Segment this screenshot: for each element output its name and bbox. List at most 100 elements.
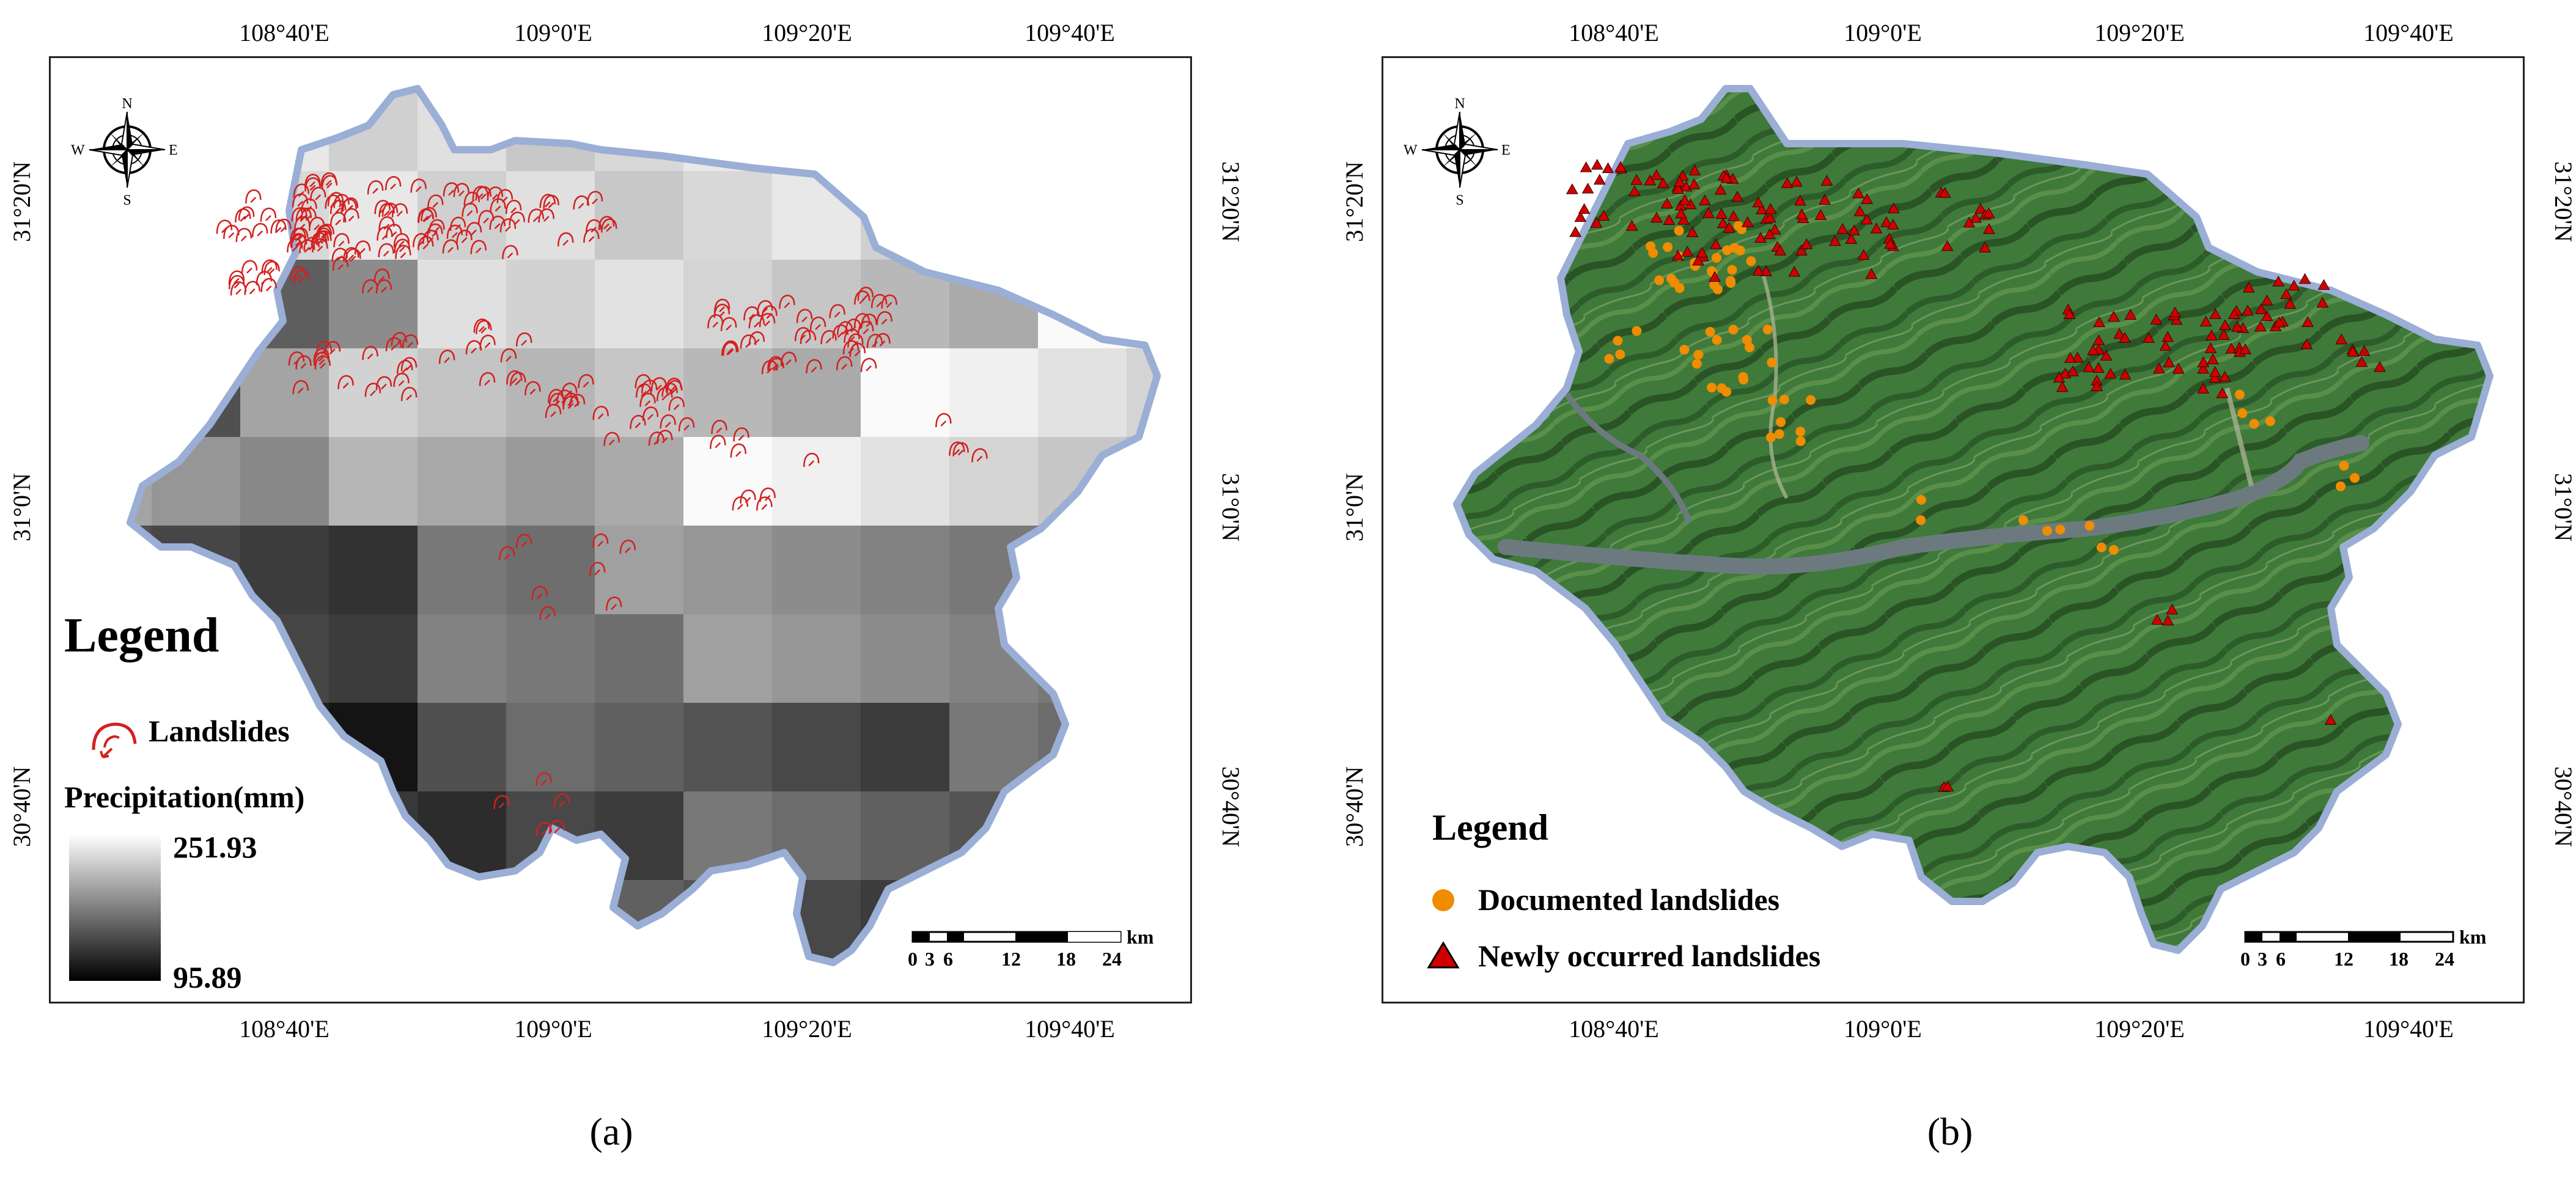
landslide-symbol (849, 342, 866, 358)
new-landslide (2254, 320, 2267, 332)
precipitation-cell (418, 526, 507, 615)
north-arrow-compass-icon: N S E W (1404, 96, 1511, 208)
new-landslide (2153, 362, 2165, 374)
documented-landslide (1709, 280, 1720, 290)
precipitation-cell (152, 526, 241, 615)
precipitation-cell (329, 969, 418, 1002)
precipitation-cell (595, 969, 684, 1002)
documented-landslide (1744, 342, 1754, 353)
scale-label: 0 (2240, 948, 2250, 970)
documented-landslide (1735, 245, 1745, 255)
lon-tick-label: 109°0'E (1844, 19, 1922, 46)
scale-label: 24 (1102, 948, 1122, 970)
landslide-symbol (592, 533, 609, 548)
documented-landslide (1679, 345, 1690, 355)
new-landslide (1688, 178, 1701, 189)
new-landslide (2218, 329, 2230, 340)
panel-b-landslide-inventory-map: 108°40'E 109°0'E 109°20'E 109°40'E 108°4… (1333, 0, 2576, 1185)
landslide-symbol (245, 189, 262, 204)
landslide-legend-icon (92, 722, 137, 758)
precipitation-cell (130, 171, 152, 260)
landslide-symbol (836, 356, 853, 370)
landslide-symbol (261, 259, 278, 274)
new-landslide (1593, 174, 1606, 185)
scale-label: 6 (2276, 948, 2286, 970)
scale-label: 3 (925, 948, 935, 970)
precipitation-cell (949, 614, 1039, 703)
compass-s: S (1455, 193, 1463, 208)
new-landslide (2113, 328, 2125, 339)
precipitation-cell (240, 614, 329, 703)
landslide-symbol (229, 274, 245, 290)
precipitation-cell (683, 703, 773, 792)
new-landslide (1781, 177, 1794, 188)
new-landslide (1720, 172, 1733, 183)
landslide-symbol (603, 431, 620, 446)
new-landslide (1861, 193, 1873, 204)
documented-landslide (1738, 372, 1748, 382)
landslide-symbol (251, 222, 268, 237)
precipitation-cell (772, 89, 861, 172)
precipitation-cell (861, 614, 950, 703)
documented-landslide (1767, 395, 1778, 406)
new-landslide (1752, 265, 1765, 276)
landslide-symbol (971, 448, 988, 463)
landslide-symbol (270, 219, 287, 234)
new-landslide (1581, 182, 1594, 194)
landslide-symbol (385, 175, 402, 191)
landslide-symbol (870, 293, 888, 309)
new-landslide (2239, 343, 2251, 354)
new-landslide (1764, 211, 1776, 223)
precipitation-cell (506, 880, 595, 963)
precipitation-cell (595, 437, 684, 526)
compass-w: W (1404, 142, 1418, 158)
landslide-symbol (500, 348, 517, 362)
scale-label: 12 (1001, 948, 1021, 970)
landslide-symbol (531, 585, 548, 600)
new-landslide (1672, 183, 1684, 194)
new-landslide (1663, 214, 1676, 226)
precipitation-legend-label: Precipitation(mm) (64, 780, 305, 814)
landslide-symbol (479, 334, 496, 349)
precipitation-max-label: 251.93 (173, 830, 257, 864)
documented-landslide (1776, 417, 1786, 427)
precipitation-cell (329, 614, 418, 703)
landslide-symbol (720, 317, 737, 331)
landslide-symbol (648, 431, 665, 446)
new-landslide (2261, 310, 2273, 321)
landslide-symbol (733, 427, 749, 442)
landslide-symbol (230, 281, 247, 296)
landslide-symbol (238, 206, 255, 221)
landslide-symbol (476, 320, 492, 334)
new-landslide (1650, 169, 1663, 180)
landslide-symbol (589, 562, 606, 576)
lat-tick-label: 31°0'N (8, 472, 35, 542)
landslide-symbol (343, 208, 359, 222)
precipitation-cell (1127, 969, 1190, 1002)
new-landslide (2207, 353, 2219, 364)
landslide-symbol (881, 294, 897, 309)
landslide-symbol (493, 794, 510, 810)
landslide-symbol (393, 372, 410, 387)
new-landslide (1580, 161, 1592, 172)
landslide-symbol (418, 208, 434, 222)
precipitation-cell (772, 969, 861, 1002)
new-landslide (1574, 211, 1587, 222)
landslide-symbol (844, 328, 860, 343)
documented-landslide (1779, 394, 1789, 405)
new-landslide (2316, 296, 2329, 308)
landslide-symbol (506, 370, 523, 385)
legend-title: Legend (64, 609, 219, 662)
precipitation-cell (683, 969, 773, 1002)
new-landslide-legend-label: Newly occurred landslides (1478, 939, 1821, 973)
landslide-symbol (578, 374, 594, 389)
precipitation-cell (152, 260, 241, 349)
precipitation-cell (949, 348, 1039, 438)
new-landslide (2284, 298, 2296, 309)
landslide-symbol (313, 348, 330, 362)
landslide-symbol (293, 183, 310, 198)
landslide-symbol (780, 351, 797, 366)
precipitation-cell (152, 880, 241, 963)
new-landslide (2091, 380, 2103, 392)
landslide-symbol (290, 227, 306, 242)
